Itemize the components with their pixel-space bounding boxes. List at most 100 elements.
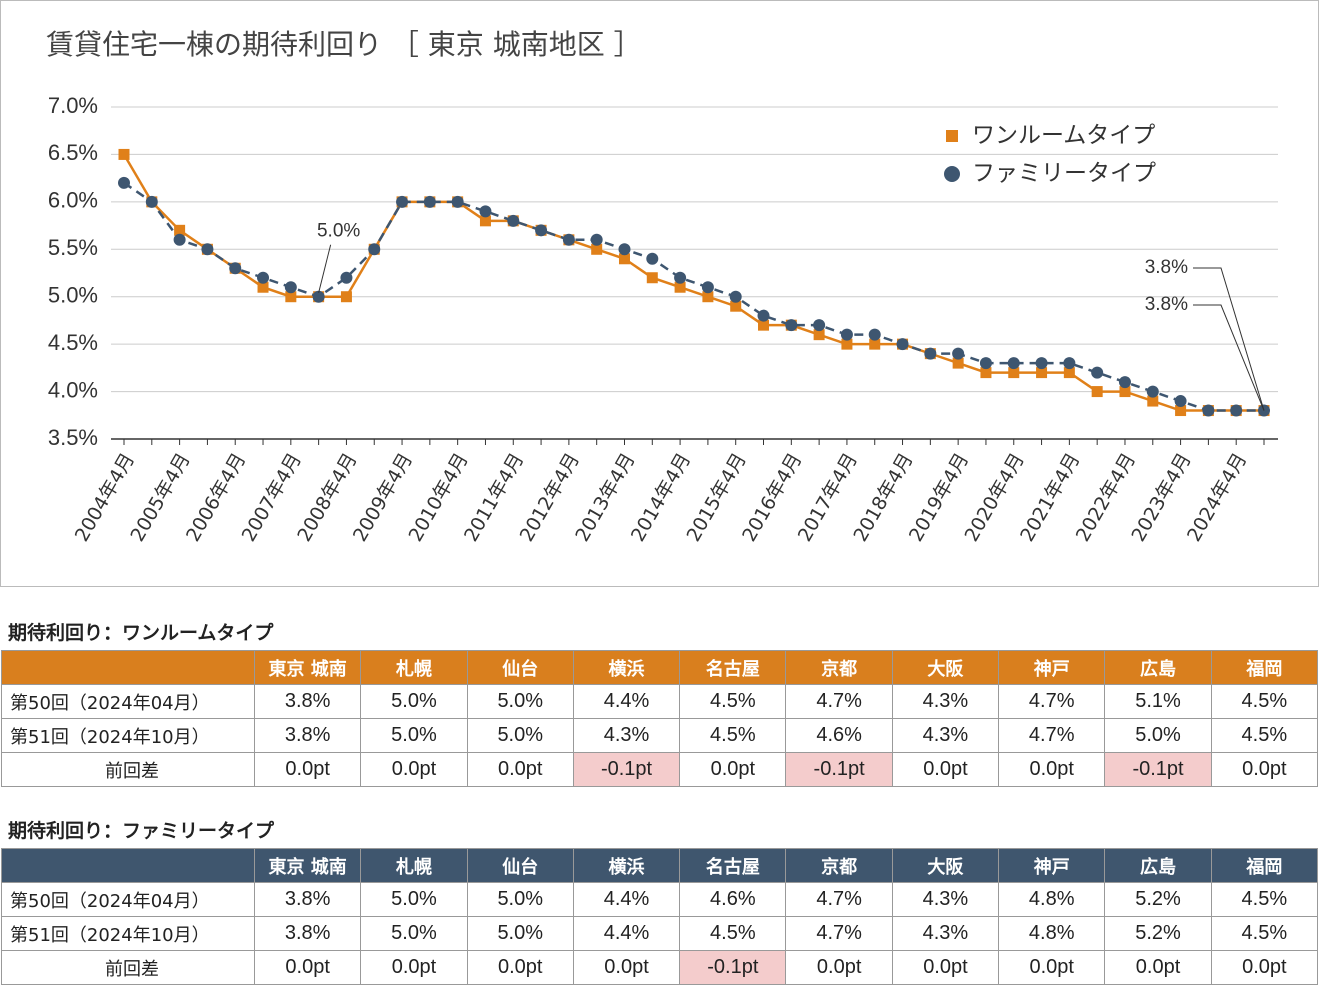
header-cell: 仙台 xyxy=(466,848,574,883)
marker xyxy=(980,367,992,379)
leader-line xyxy=(1193,267,1265,411)
chart-title: 賃貸住宅一棟の期待利回り ［ 東京 城南地区 ］ xyxy=(46,28,642,61)
marker xyxy=(896,338,909,351)
marker xyxy=(702,291,714,303)
cell: 4.4% xyxy=(572,684,681,719)
cell: 0.0pt xyxy=(360,950,468,985)
header-cell: 神戸 xyxy=(998,848,1106,883)
marker xyxy=(757,309,770,322)
y-tick-label: 3.5% xyxy=(48,425,98,450)
marker xyxy=(1147,395,1159,407)
marker xyxy=(979,357,992,370)
marker xyxy=(729,290,742,303)
header-row: 東京 城南 札幌 仙台 横浜 名古屋 京都 大阪 神戸 広島 福岡 xyxy=(1,650,1319,685)
cell: 3.8% xyxy=(253,882,362,917)
row-label: 前回差 xyxy=(1,950,255,985)
cell: 5.0% xyxy=(466,684,574,719)
cell: 5.0% xyxy=(360,684,468,719)
marker xyxy=(173,233,186,246)
marker xyxy=(312,290,325,303)
marker xyxy=(174,224,186,236)
header-cell: 名古屋 xyxy=(679,650,787,685)
cell: 0.0pt xyxy=(572,950,681,985)
cell: 3.8% xyxy=(253,916,362,951)
row-label: 第51回（2024年10月） xyxy=(1,718,255,753)
legend-label: ファミリータイプ xyxy=(972,161,1156,187)
cell: 4.7% xyxy=(785,882,893,917)
marker xyxy=(340,271,353,284)
header-cell: 札幌 xyxy=(360,650,468,685)
row: 第51回（2024年10月） 3.8% 5.0% 5.0% 4.4% 4.5% 4.7% 4.… xyxy=(1,916,1319,951)
cell: 0.0pt xyxy=(1210,950,1319,985)
cell: 4.7% xyxy=(998,684,1106,719)
marker xyxy=(1118,376,1131,389)
marker xyxy=(479,215,491,227)
marker xyxy=(118,148,130,160)
marker xyxy=(924,347,937,360)
cell: -0.1pt xyxy=(1104,752,1212,787)
marker xyxy=(284,281,297,294)
cell: 0.0pt xyxy=(466,950,574,985)
marker xyxy=(785,319,798,332)
header-cell: 横浜 xyxy=(572,848,681,883)
cell: 5.2% xyxy=(1104,916,1212,951)
cell: 0.0pt xyxy=(891,950,1000,985)
marker xyxy=(730,300,742,312)
marker xyxy=(1007,357,1020,370)
cell: 4.5% xyxy=(1210,882,1319,917)
row: 前回差 0.0pt 0.0pt 0.0pt -0.1pt 0.0pt -0.1pt 0.0pt… xyxy=(1,752,1319,787)
cell: 4.4% xyxy=(572,916,681,951)
cell: 4.3% xyxy=(891,916,1000,951)
chart: 賃貸住宅一棟の期待利回り ［ 東京 城南地区 ］ 3.5% 4.0% 4.5% 5.0… xyxy=(46,28,1278,546)
cell: 4.4% xyxy=(572,882,681,917)
marker xyxy=(1036,367,1048,379)
cell: 0.0pt xyxy=(998,950,1106,985)
header-cell: 東京 城南 xyxy=(253,650,362,685)
marker xyxy=(618,253,630,265)
cell: 4.8% xyxy=(998,916,1106,951)
marker xyxy=(340,291,352,303)
marker xyxy=(285,291,297,303)
marker xyxy=(840,328,853,341)
marker xyxy=(562,233,575,246)
row: 第50回（2024年04月） 3.8% 5.0% 5.0% 4.4% 4.6% 4.7% 4.… xyxy=(1,882,1319,917)
header-cell: 横浜 xyxy=(572,650,681,685)
marker xyxy=(590,233,603,246)
header-cell: 仙台 xyxy=(466,650,574,685)
chart-frame: 賃貸住宅一棟の期待利回り ［ 東京 城南地区 ］ 3.5% 4.0% 4.5% 5.0… xyxy=(0,0,1319,587)
marker xyxy=(952,347,965,360)
cell: 4.8% xyxy=(998,882,1106,917)
header-cell: 東京 城南 xyxy=(253,848,362,883)
cell: 5.0% xyxy=(466,916,574,951)
data-label: 3.8% xyxy=(1145,257,1188,278)
header-cell: 広島 xyxy=(1104,650,1212,685)
header-cell: 福岡 xyxy=(1210,650,1319,685)
legend-marker xyxy=(944,166,960,182)
data-label: 5.0% xyxy=(317,221,360,242)
cell: 5.0% xyxy=(360,882,468,917)
marker xyxy=(535,224,548,237)
row-label: 第50回（2024年04月） xyxy=(1,882,255,917)
marker xyxy=(451,195,464,208)
marker xyxy=(229,262,242,275)
marker xyxy=(1063,357,1076,370)
cell: 4.5% xyxy=(679,684,787,719)
marker xyxy=(841,338,853,350)
y-tick-label: 4.0% xyxy=(48,377,98,402)
data-table: 東京 城南 札幌 仙台 横浜 名古屋 京都 大阪 神戸 広島 福岡 第50回（2024年04月） 3.… xyxy=(1,650,1319,787)
marker xyxy=(201,243,214,256)
row-label: 前回差 xyxy=(1,752,255,787)
header-cell xyxy=(1,848,255,883)
cell: 4.6% xyxy=(679,882,787,917)
cell: 0.0pt xyxy=(360,752,468,787)
marker xyxy=(701,281,714,294)
cell: 0.0pt xyxy=(466,752,574,787)
marker xyxy=(118,176,130,189)
marker xyxy=(813,329,825,341)
cell: 4.5% xyxy=(1210,916,1319,951)
cell: 5.0% xyxy=(360,916,468,951)
cell: 4.5% xyxy=(679,916,787,951)
header-cell: 福岡 xyxy=(1210,848,1319,883)
data-label: 3.8% xyxy=(1145,294,1188,315)
cell: 0.0pt xyxy=(679,752,787,787)
